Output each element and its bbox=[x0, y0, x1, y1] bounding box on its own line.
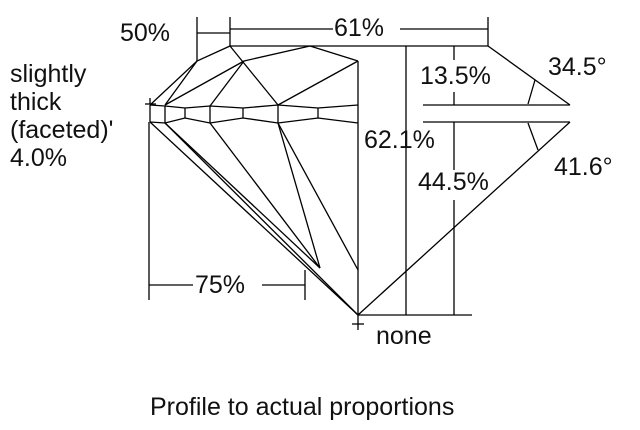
crown-outline-right bbox=[487, 45, 571, 106]
pavilion-angle-label: 41.6° bbox=[554, 153, 613, 181]
table-to-star-label: 50% bbox=[120, 19, 171, 47]
culet-label: none bbox=[376, 322, 432, 350]
girdle-label-line1: slightly bbox=[10, 60, 87, 88]
crown-angle-label: 34.5° bbox=[548, 53, 607, 81]
girdle-label-line2: thick bbox=[10, 88, 62, 116]
caption: Profile to actual proportions bbox=[150, 393, 455, 421]
girdle-label-line3: (faceted)' bbox=[10, 116, 114, 144]
girdle-percent-label: 4.0% bbox=[10, 144, 67, 172]
table-label: 61% bbox=[334, 14, 385, 42]
total-depth-label: 62.1% bbox=[364, 126, 435, 154]
pavilion-depth-label: 44.5% bbox=[418, 168, 489, 196]
crown-height-label: 13.5% bbox=[420, 62, 491, 90]
girdle-top bbox=[149, 104, 359, 109]
girdle-bottom bbox=[149, 117, 359, 124]
pavilion-outline-left bbox=[149, 121, 359, 316]
pavilion-outline-right bbox=[357, 121, 571, 316]
lower-girdle-label: 75% bbox=[195, 271, 246, 299]
